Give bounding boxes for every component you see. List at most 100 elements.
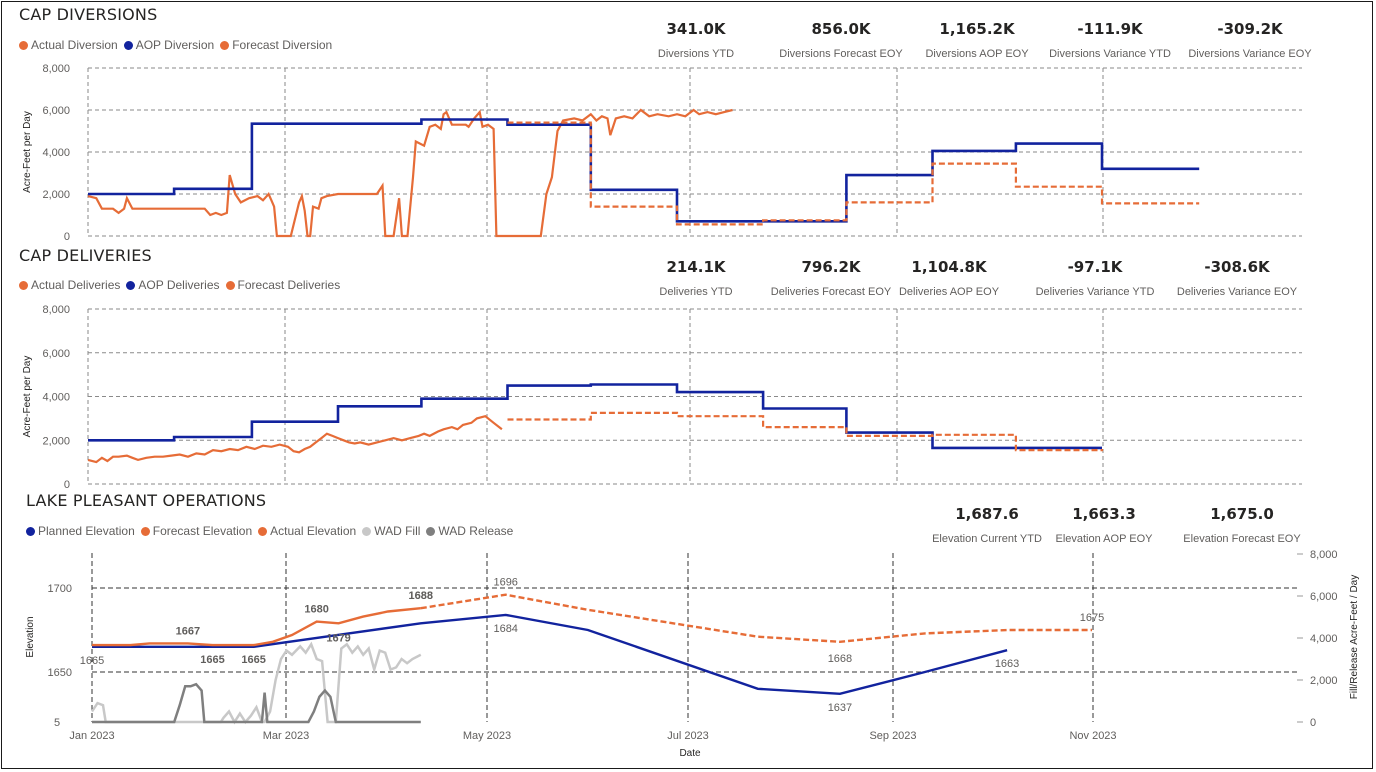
x-tick-label: Sep 2023	[869, 730, 916, 742]
kpi-value: 796.2K	[801, 258, 861, 276]
data-label: 1663	[995, 658, 1019, 670]
kpi-deliveries-ytd: 214.1K Deliveries YTD	[636, 258, 756, 298]
kpi-elevation-current-ytd: 1,687.6 Elevation Current YTD	[912, 505, 1062, 545]
diversions-legend: Actual Diversion AOP Diversion Forecast …	[19, 38, 332, 52]
kpi-value: -111.9K	[1077, 20, 1143, 38]
legend-item-planned-elevation[interactable]: Planned Elevation	[26, 524, 135, 538]
y-tick-label: 1700	[48, 583, 72, 595]
legend-dot-icon	[19, 280, 28, 290]
kpi-diversions-ytd: 341.0K Diversions YTD	[636, 20, 756, 60]
y2-tick-label: 4,000	[1310, 633, 1338, 645]
y2-tick-label: 8,000	[1310, 549, 1338, 561]
legend-dot-icon	[225, 280, 235, 290]
series-line-wad-fill	[90, 641, 422, 725]
data-label: 1675	[1080, 612, 1104, 624]
kpi-label: Diversions YTD	[657, 48, 735, 60]
x-tick-label: Jul 2023	[667, 730, 709, 742]
x-axis-title: Date	[679, 748, 701, 759]
series-line-aop-deliveries	[88, 383, 1102, 450]
series-line-forecast-elevation	[420, 593, 1092, 644]
kpi-value: 1,675.0	[1210, 505, 1274, 523]
legend-dot-icon	[426, 526, 436, 536]
kpi-value: -308.6K	[1204, 258, 1270, 276]
series-line-actual-elevation	[92, 607, 421, 647]
data-label: 1688	[409, 590, 433, 602]
y2-tick-label: 6,000	[1310, 591, 1338, 603]
legend-dot-icon	[26, 526, 35, 536]
data-label: 1665	[80, 655, 104, 667]
legend-item-forecast-diversion[interactable]: Forecast Diversion	[220, 38, 332, 52]
legend-item-actual-elevation[interactable]: Actual Elevation	[258, 524, 356, 538]
kpi-label: Deliveries Variance YTD	[1035, 286, 1155, 298]
kpi-label: Diversions Forecast EOY	[779, 48, 903, 60]
y2-axis-title: Fill/Release Acre-Feet / Day	[1349, 575, 1360, 700]
kpi-value: 1,687.6	[955, 505, 1019, 523]
series-line-forecast-diversion	[507, 121, 1200, 226]
lake-title: LAKE PLEASANT OPERATIONS	[26, 491, 267, 510]
legend-dot-icon	[362, 526, 372, 536]
legend-item-wad-release[interactable]: WAD Release	[426, 524, 513, 538]
kpi-diversions-variance-ytd: -111.9K Diversions Variance YTD	[1040, 20, 1180, 60]
kpi-deliveries-forecast-eoy: 796.2K Deliveries Forecast EOY	[756, 258, 906, 298]
data-label: 1637	[828, 702, 852, 714]
kpi-value: 1,104.8K	[911, 258, 987, 276]
data-label: 1665	[200, 654, 224, 666]
series-line-planned-elevation	[92, 613, 1008, 696]
deliveries-legend: Actual Deliveries AOP Deliveries Forecas…	[19, 278, 340, 292]
y-tick-label: 0	[64, 231, 70, 243]
y-tick-label: 0	[64, 479, 70, 491]
kpi-deliveries-aop-eoy: 1,104.8K Deliveries AOP EOY	[884, 258, 1014, 298]
y-tick-label: 4,000	[42, 147, 70, 159]
kpi-diversions-aop-eoy: 1,165.2K Diversions AOP EOY	[912, 20, 1042, 60]
legend-item-wad-fill[interactable]: WAD Fill	[362, 524, 420, 538]
legend-dot-icon	[140, 526, 150, 536]
series-line-wad-release	[92, 682, 421, 724]
y2-tick-label: 2,000	[1310, 675, 1338, 687]
kpi-label: Diversions Variance EOY	[1188, 48, 1312, 60]
x-tick-label: Nov 2023	[1069, 730, 1116, 742]
kpi-value: -309.2K	[1217, 20, 1283, 38]
kpi-deliveries-variance-ytd: -97.1K Deliveries Variance YTD	[1020, 258, 1170, 298]
kpi-label: Deliveries AOP EOY	[898, 286, 1000, 298]
legend-item-actual-diversion[interactable]: Actual Diversion	[19, 38, 118, 52]
data-label: 1696	[493, 577, 517, 589]
legend-item-aop-deliveries[interactable]: AOP Deliveries	[126, 278, 220, 292]
y-tick-label: 8,000	[42, 304, 70, 316]
data-label: 1688	[409, 590, 433, 602]
data-label: 1667	[176, 625, 200, 637]
legend-dot-icon	[126, 280, 136, 290]
y-tick-label: 2,000	[42, 435, 70, 447]
data-label: 1679	[326, 632, 350, 644]
legend-item-forecast-deliveries[interactable]: Forecast Deliveries	[225, 278, 340, 292]
legend-dot-icon	[19, 40, 28, 50]
y-tick-label: 2,000	[42, 189, 70, 201]
kpi-value: 1,165.2K	[939, 20, 1015, 38]
kpi-label: Deliveries YTD	[659, 286, 733, 298]
kpi-deliveries-variance-eoy: -308.6K Deliveries Variance EOY	[1162, 258, 1312, 298]
y-tick-label: 5	[54, 717, 60, 729]
x-tick-label: May 2023	[463, 730, 511, 742]
kpi-elevation-forecast-eoy: 1,675.0 Elevation Forecast EOY	[1172, 505, 1312, 545]
kpi-elevation-aop-eoy: 1,663.3 Elevation AOP EOY	[1044, 505, 1164, 545]
legend-dot-icon	[123, 40, 133, 50]
kpi-label: Deliveries Variance EOY	[1176, 286, 1298, 298]
series-line-actual-deliveries	[87, 414, 503, 464]
kpi-label: Diversions AOP EOY	[925, 48, 1029, 60]
legend-item-actual-deliveries[interactable]: Actual Deliveries	[19, 278, 120, 292]
diversions-title: CAP DIVERSIONS	[19, 5, 158, 24]
deliveries-title: CAP DELIVERIES	[19, 246, 152, 265]
series-line-aop-diversion	[88, 118, 1200, 223]
y2-tick-label: 0	[1310, 717, 1316, 729]
data-label: 1668	[828, 653, 852, 665]
kpi-label: Elevation Current YTD	[932, 533, 1042, 545]
y-tick-label: 8,000	[42, 63, 70, 75]
legend-item-aop-diversion[interactable]: AOP Diversion	[123, 38, 214, 52]
legend-item-forecast-elevation[interactable]: Forecast Elevation	[140, 524, 252, 538]
x-tick-label: Jan 2023	[69, 730, 114, 742]
legend-dot-icon	[220, 40, 230, 50]
y-tick-label: 4,000	[42, 392, 70, 404]
series-line-forecast-deliveries	[507, 411, 1104, 452]
kpi-value: 341.0K	[666, 20, 726, 38]
